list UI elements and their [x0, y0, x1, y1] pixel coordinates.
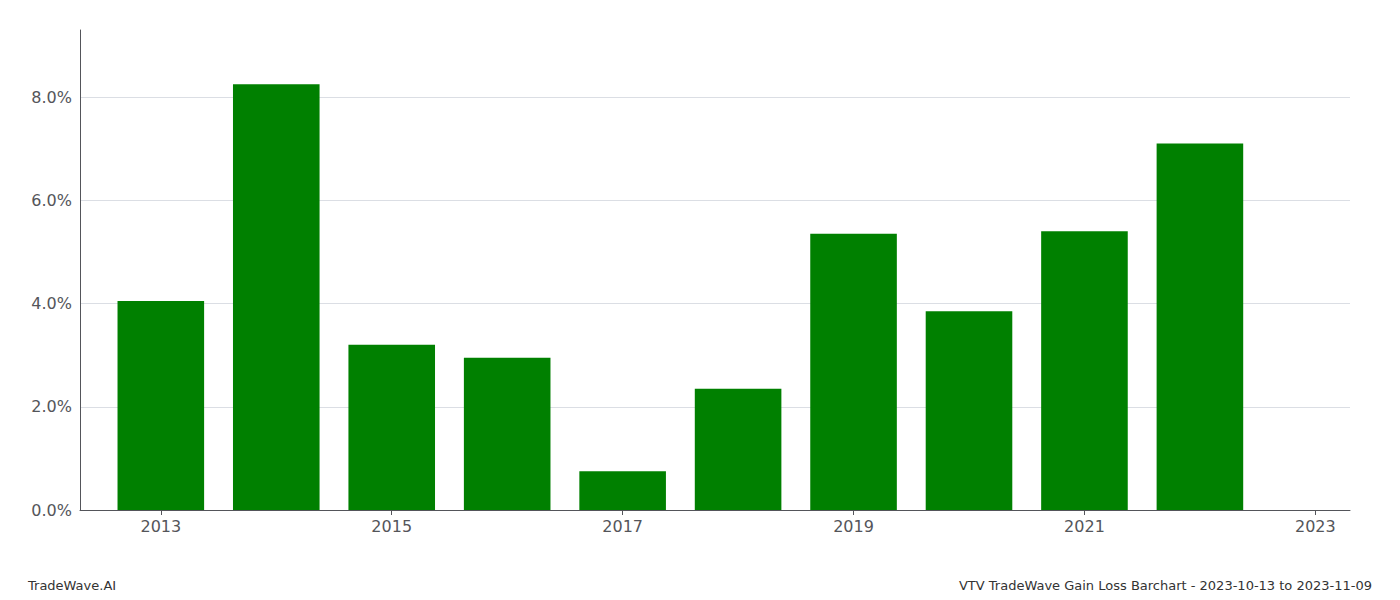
svg-text:2.0%: 2.0% [31, 397, 72, 416]
svg-text:2015: 2015 [371, 517, 412, 536]
svg-text:2019: 2019 [833, 517, 874, 536]
svg-text:TradeWave.AI: TradeWave.AI [27, 578, 116, 593]
svg-text:2023: 2023 [1295, 517, 1336, 536]
svg-text:2013: 2013 [140, 517, 181, 536]
svg-text:8.0%: 8.0% [31, 88, 72, 107]
svg-text:0.0%: 0.0% [31, 501, 72, 520]
svg-text:4.0%: 4.0% [31, 294, 72, 313]
svg-text:VTV TradeWave Gain Loss Barcha: VTV TradeWave Gain Loss Barchart - 2023-… [959, 578, 1372, 593]
svg-text:2017: 2017 [602, 517, 643, 536]
svg-text:2021: 2021 [1064, 517, 1105, 536]
svg-text:6.0%: 6.0% [31, 191, 72, 210]
